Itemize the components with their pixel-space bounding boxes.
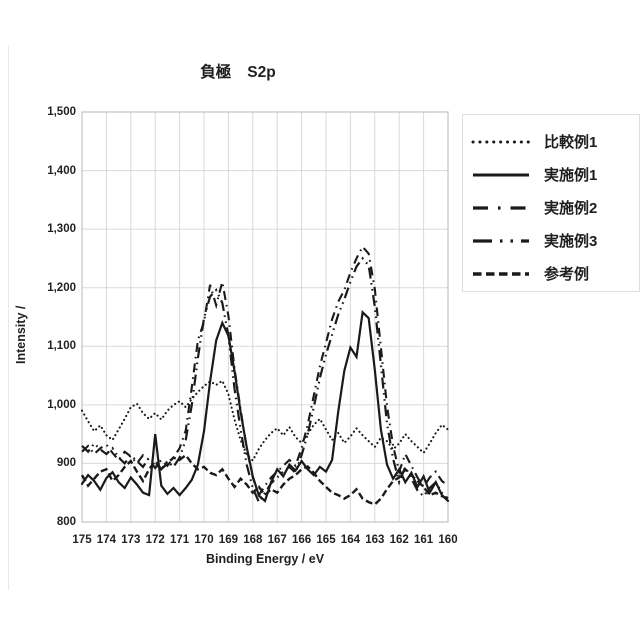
chart-title-electrode: 負極 <box>200 64 232 81</box>
x-tick-label: 160 <box>438 534 458 546</box>
x-tick-label: 170 <box>194 534 214 546</box>
legend-line-sample-solid <box>473 173 529 176</box>
x-axis-label: Binding Energy / eV <box>205 552 325 566</box>
x-tick-label: 175 <box>72 534 92 546</box>
x-tick-label: 161 <box>414 534 434 546</box>
y-tick-label: 1,500 <box>47 106 76 118</box>
x-tick-label: 169 <box>218 534 238 546</box>
curve-dash-dot-series-2 <box>81 244 449 498</box>
plot-border <box>81 111 449 523</box>
legend-label: 比較例1 <box>544 134 598 151</box>
x-tick-label: 174 <box>96 534 116 546</box>
curve-dashed-series-4 <box>80 453 449 506</box>
curve-dash-dot-dot-series-3 <box>81 256 449 505</box>
legend-line-sample-dashed <box>473 271 529 276</box>
x-tick-label: 168 <box>243 534 263 546</box>
legend-label: 実施例1 <box>544 167 598 184</box>
y-tick-label: 800 <box>56 516 76 528</box>
chart-title-peak: S2p <box>247 64 276 81</box>
legend: 比較例1 実施例1 実施例2 実施例3 参考例 <box>462 114 640 292</box>
curve-solid-series-1 <box>80 310 450 503</box>
legend-line-sample-dash-dot-dot <box>473 238 529 243</box>
legend-label: 実施例2 <box>544 200 598 217</box>
y-tick-label: 1,000 <box>47 398 76 411</box>
x-tick-label: 162 <box>389 534 409 546</box>
y-tick-label: 1,100 <box>47 340 76 353</box>
x-tick-label: 166 <box>292 534 312 546</box>
y-tick-label: 1,200 <box>47 281 76 294</box>
y-tick-label: 1,300 <box>47 223 76 236</box>
legend-item: 参考例 <box>471 257 639 290</box>
curve-dotted-series-0 <box>80 379 450 463</box>
figure-frame-edge <box>8 45 9 590</box>
x-tick-label: 164 <box>340 534 360 546</box>
legend-label: 参考例 <box>544 266 590 283</box>
legend-label: 実施例3 <box>544 233 598 250</box>
x-tick-label: 163 <box>365 534 385 546</box>
legend-item: 比較例1 <box>471 125 639 158</box>
legend-item: 実施例3 <box>471 224 639 257</box>
x-tick-label: 172 <box>145 534 165 546</box>
x-tick-label: 167 <box>267 534 287 546</box>
x-tick-label: 171 <box>170 534 190 546</box>
x-tick-label: 165 <box>316 534 336 546</box>
legend-item: 実施例1 <box>471 158 639 191</box>
legend-item: 実施例2 <box>471 191 639 224</box>
chart-title: 負極 S2p <box>0 60 476 82</box>
y-tick-label: 1,400 <box>47 164 76 177</box>
legend-line-sample-dotted <box>471 140 531 143</box>
x-tick-label: 173 <box>121 534 141 546</box>
legend-line-sample-dash-dot <box>473 205 529 210</box>
y-tick-label: 900 <box>56 457 76 470</box>
